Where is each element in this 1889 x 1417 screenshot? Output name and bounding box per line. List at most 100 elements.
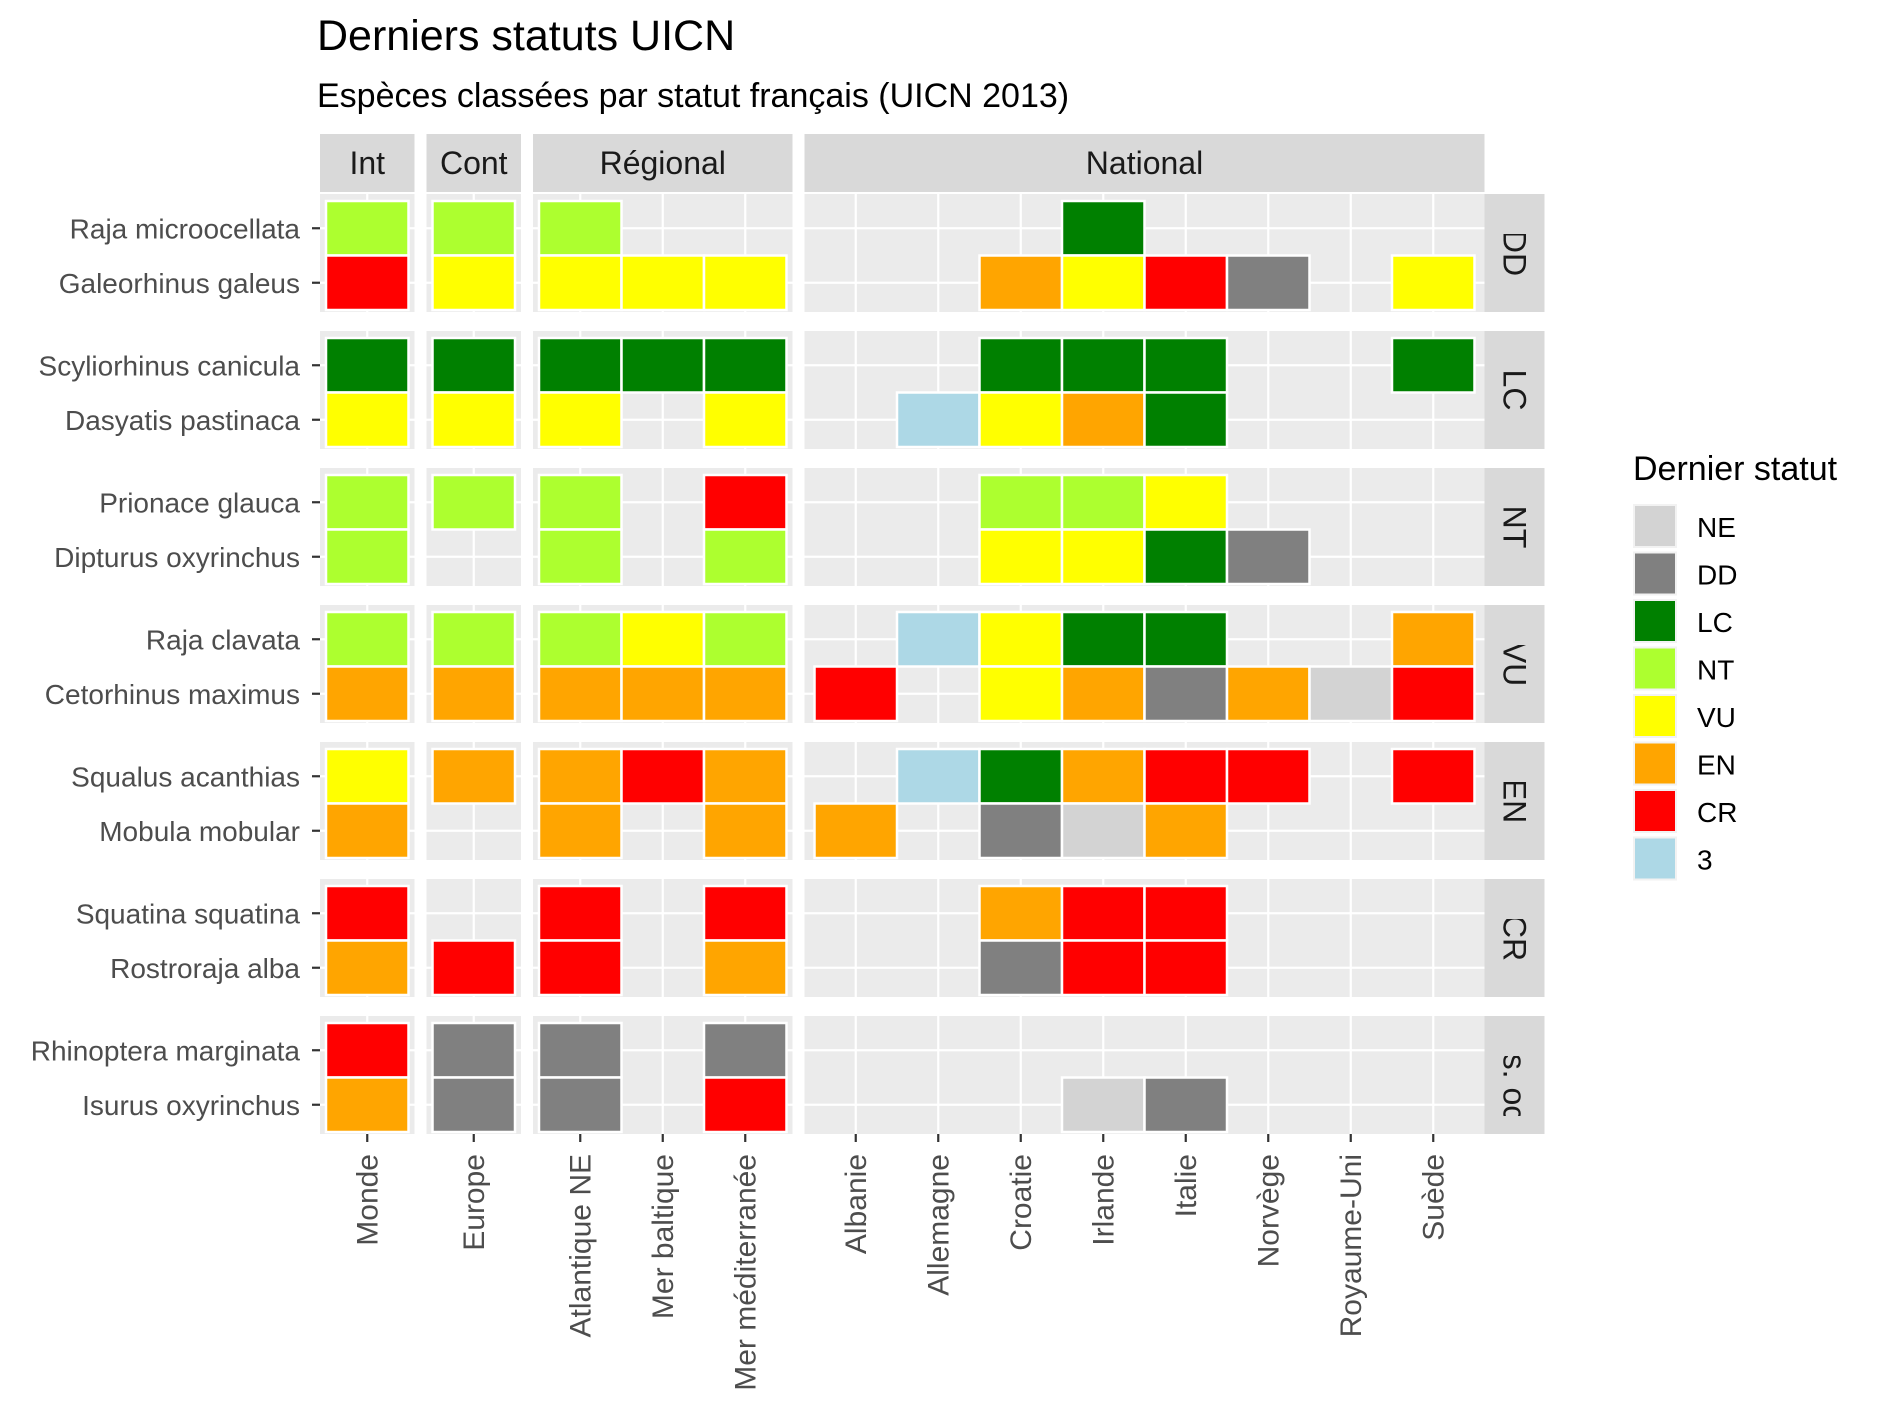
legend-swatch-lc	[1635, 601, 1675, 641]
row-strip-dd	[1484, 194, 1545, 312]
tile-rostroraja-alba-monde	[324, 939, 410, 997]
y-tick-label: Mobula mobular	[99, 816, 300, 847]
y-tick-label: Dipturus oxyrinchus	[54, 542, 300, 573]
tile-cetorhinus-maximus-mer-baltique	[620, 665, 706, 723]
legend: Dernier statut NE DD LC NT VU EN CR 3	[1633, 450, 1838, 881]
tile-raja-clavata-mer-mediterranee	[702, 610, 788, 668]
tile-mobula-mobular-monde	[324, 802, 410, 860]
legend-swatch-3	[1635, 838, 1675, 879]
tile-rostroraja-alba-mer-mediterranee	[702, 939, 788, 997]
x-tick-label: Atlantique NE	[564, 1154, 597, 1337]
tile-scyliorhinus-canicula-italie	[1143, 336, 1229, 394]
tile-squalus-acanthias-mer-baltique	[620, 747, 706, 805]
y-tick-label: Prionace glauca	[99, 487, 300, 518]
row-strip-label: DD	[1497, 230, 1533, 276]
y-tick-label: Squalus acanthias	[71, 761, 300, 792]
tile-galeorhinus-galeus-croatie	[978, 254, 1064, 312]
tile-prionace-glauca-italie	[1143, 473, 1229, 531]
column-strip-int	[320, 134, 415, 192]
legend-label: NT	[1697, 655, 1734, 686]
legend-label: VU	[1697, 702, 1736, 733]
x-tick-label: Mer baltique	[647, 1154, 680, 1319]
tile-cetorhinus-maximus-norvege	[1225, 665, 1311, 723]
row-strip-label: VU	[1497, 642, 1533, 686]
y-tick-label: Isurus oxyrinchus	[82, 1090, 300, 1121]
tile-dipturus-oxyrinchus-norvege	[1225, 528, 1311, 586]
tile-prionace-glauca-irlande	[1060, 473, 1146, 531]
legend-label: 3	[1697, 845, 1713, 876]
row-strip-lc	[1484, 331, 1545, 449]
tile-scyliorhinus-canicula-croatie	[978, 336, 1064, 394]
legend-label: DD	[1697, 560, 1737, 591]
column-strip-label: Régional	[600, 145, 726, 181]
x-tick-label: Croatie	[1005, 1154, 1038, 1251]
row-strip-label: LC	[1497, 370, 1533, 411]
y-tick-label: Galeorhinus galeus	[59, 268, 300, 299]
chart-title: Derniers statuts UICN	[317, 12, 735, 60]
tile-scyliorhinus-canicula-mer-baltique	[620, 336, 706, 394]
tile-squatina-squatina-monde	[324, 884, 410, 942]
tile-galeorhinus-galeus-italie	[1143, 254, 1229, 312]
tile-squalus-acanthias-monde	[324, 747, 410, 805]
y-tick-label: Raja clavata	[146, 624, 301, 655]
y-tick-label: Raja microocellata	[70, 213, 301, 244]
tile-scyliorhinus-canicula-mer-mediterranee	[702, 336, 788, 394]
x-tick-label: Europe	[458, 1154, 491, 1251]
y-tick-label: Squatina squatina	[76, 898, 301, 929]
tile-dasyatis-pastinaca-europe	[431, 391, 517, 449]
x-tick-label: Norvège	[1252, 1154, 1285, 1267]
tile-cetorhinus-maximus-irlande	[1060, 665, 1146, 723]
tile-galeorhinus-galeus-mer-mediterranee	[702, 254, 788, 312]
tile-cetorhinus-maximus-mer-mediterranee	[702, 665, 788, 723]
tile-dipturus-oxyrinchus-monde	[324, 528, 410, 586]
x-tick-label: Italie	[1170, 1154, 1203, 1217]
tile-dasyatis-pastinaca-atlantique-ne	[537, 391, 623, 449]
tile-rostroraja-alba-croatie	[978, 939, 1064, 997]
column-strip-national	[804, 134, 1485, 192]
tile-raja-clavata-croatie	[978, 610, 1064, 668]
x-tick-label: Royaume-Uni	[1335, 1154, 1368, 1337]
tile-squatina-squatina-croatie	[978, 884, 1064, 942]
x-tick-label: Mer méditerranée	[729, 1154, 762, 1391]
row-strip-label: NT	[1497, 506, 1533, 549]
tile-raja-clavata-atlantique-ne	[537, 610, 623, 668]
tile-cetorhinus-maximus-albanie	[813, 665, 899, 723]
tile-isurus-oxyrinchus-mer-mediterranee	[702, 1076, 788, 1134]
tile-squalus-acanthias-italie	[1143, 747, 1229, 805]
row-strip-en	[1484, 742, 1545, 860]
tile-scyliorhinus-canicula-europe	[431, 336, 517, 394]
column-strip-label: Cont	[440, 145, 508, 181]
tile-dipturus-oxyrinchus-mer-mediterranee	[702, 528, 788, 586]
tile-squatina-squatina-mer-mediterranee	[702, 884, 788, 942]
tile-mobula-mobular-mer-mediterranee	[702, 802, 788, 860]
tile-galeorhinus-galeus-atlantique-ne	[537, 254, 623, 312]
tile-raja-microocellata-irlande	[1060, 199, 1146, 257]
tile-prionace-glauca-europe	[431, 473, 517, 531]
plot-area: Int Cont Régional National DD Raja microocell…	[31, 134, 1545, 1391]
tile-squalus-acanthias-mer-mediterranee	[702, 747, 788, 805]
tile-mobula-mobular-italie	[1143, 802, 1229, 860]
legend-swatch-cr	[1635, 791, 1675, 831]
tile-rostroraja-alba-europe	[431, 939, 517, 997]
tile-dipturus-oxyrinchus-italie	[1143, 528, 1229, 586]
tile-isurus-oxyrinchus-atlantique-ne	[537, 1076, 623, 1134]
tile-squatina-squatina-italie	[1143, 884, 1229, 942]
tile-rostroraja-alba-italie	[1143, 939, 1229, 997]
tile-cetorhinus-maximus-suede	[1390, 665, 1476, 723]
tile-galeorhinus-galeus-norvege	[1225, 254, 1311, 312]
legend-label: CR	[1697, 797, 1737, 828]
tile-galeorhinus-galeus-suede	[1390, 254, 1476, 312]
tile-squalus-acanthias-suede	[1390, 747, 1476, 805]
tile-squalus-acanthias-atlantique-ne	[537, 747, 623, 805]
tile-scyliorhinus-canicula-suede	[1390, 336, 1476, 394]
row-strip-label: EN	[1497, 779, 1533, 823]
tile-squalus-acanthias-europe	[431, 747, 517, 805]
tile-cetorhinus-maximus-royaume-uni	[1308, 665, 1394, 723]
tile-cetorhinus-maximus-atlantique-ne	[537, 665, 623, 723]
tile-raja-clavata-italie	[1143, 610, 1229, 668]
tile-rostroraja-alba-irlande	[1060, 939, 1146, 997]
tile-squatina-squatina-irlande	[1060, 884, 1146, 942]
tile-rhinoptera-marginata-monde	[324, 1021, 410, 1079]
tile-dasyatis-pastinaca-irlande	[1060, 391, 1146, 449]
tile-raja-clavata-monde	[324, 610, 410, 668]
